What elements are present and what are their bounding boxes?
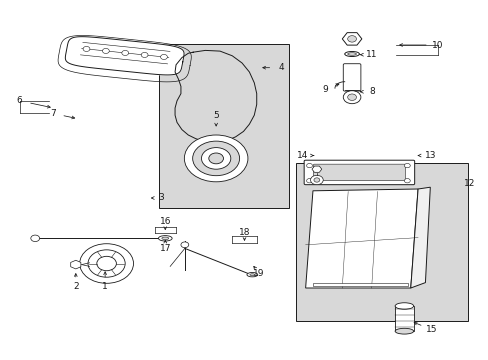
Circle shape — [184, 135, 247, 182]
Ellipse shape — [246, 273, 257, 277]
Bar — [394, 306, 413, 331]
Text: 7: 7 — [50, 109, 56, 118]
Ellipse shape — [344, 51, 359, 57]
Text: 11: 11 — [365, 50, 377, 59]
Circle shape — [404, 163, 409, 168]
Circle shape — [201, 148, 230, 169]
Text: 8: 8 — [369, 87, 375, 96]
Text: 3: 3 — [158, 194, 164, 202]
Circle shape — [88, 250, 125, 277]
Text: 16: 16 — [159, 217, 171, 226]
Text: 10: 10 — [431, 40, 443, 49]
Ellipse shape — [162, 237, 168, 240]
Polygon shape — [342, 33, 361, 45]
Circle shape — [313, 178, 319, 182]
Circle shape — [83, 46, 90, 51]
Circle shape — [343, 91, 360, 104]
Text: 13: 13 — [424, 151, 435, 160]
Text: 5: 5 — [213, 111, 219, 120]
FancyBboxPatch shape — [313, 164, 405, 181]
Text: 1: 1 — [102, 282, 108, 291]
Text: 6: 6 — [17, 96, 22, 105]
Text: 14: 14 — [296, 151, 307, 160]
FancyBboxPatch shape — [295, 163, 467, 321]
Circle shape — [181, 242, 188, 248]
Ellipse shape — [394, 303, 413, 309]
Circle shape — [192, 141, 239, 176]
Polygon shape — [410, 187, 429, 288]
FancyBboxPatch shape — [304, 160, 414, 185]
Circle shape — [102, 49, 109, 54]
Circle shape — [80, 244, 133, 283]
Circle shape — [97, 256, 116, 271]
FancyBboxPatch shape — [343, 64, 360, 91]
Ellipse shape — [347, 53, 356, 55]
Text: 9: 9 — [322, 85, 327, 94]
Ellipse shape — [158, 235, 172, 241]
Polygon shape — [65, 37, 183, 75]
Circle shape — [160, 54, 167, 59]
Circle shape — [404, 179, 409, 183]
Circle shape — [347, 36, 356, 42]
Circle shape — [122, 50, 128, 55]
FancyBboxPatch shape — [159, 44, 288, 208]
Circle shape — [306, 163, 312, 168]
Text: 12: 12 — [463, 179, 474, 188]
Circle shape — [208, 153, 223, 164]
Circle shape — [306, 179, 312, 183]
Text: 18: 18 — [238, 228, 250, 237]
Text: 2: 2 — [73, 282, 79, 291]
Ellipse shape — [394, 328, 413, 334]
Text: 19: 19 — [253, 269, 264, 278]
Text: 17: 17 — [159, 244, 171, 253]
Polygon shape — [311, 166, 321, 172]
Text: 15: 15 — [425, 325, 436, 334]
Polygon shape — [305, 189, 417, 288]
Circle shape — [141, 53, 148, 58]
Text: 4: 4 — [278, 63, 284, 72]
Ellipse shape — [249, 274, 254, 276]
Circle shape — [347, 94, 356, 100]
Polygon shape — [312, 283, 407, 286]
Circle shape — [310, 175, 323, 185]
Polygon shape — [71, 260, 81, 269]
Circle shape — [31, 235, 40, 242]
